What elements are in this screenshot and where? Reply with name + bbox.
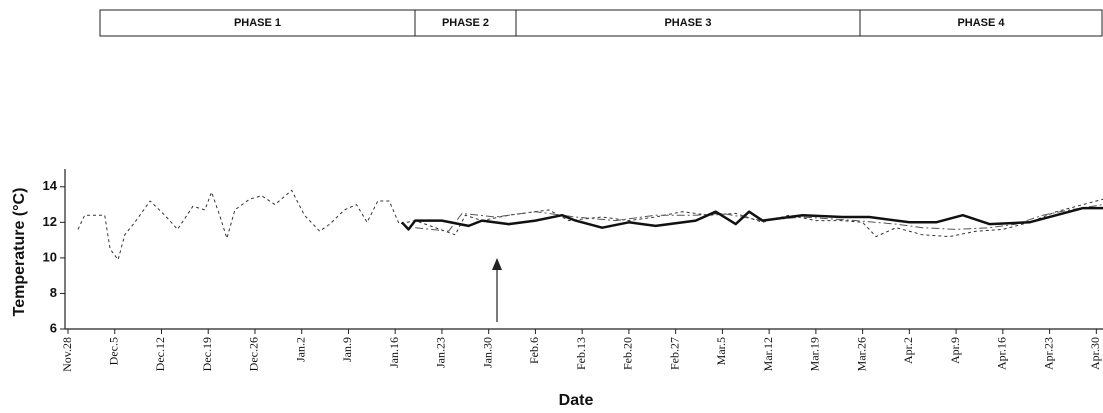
x-axis-label: Date <box>559 392 594 409</box>
phase-box <box>859 9 1103 37</box>
x-tick-label: Apr.16 <box>995 337 1009 370</box>
y-axis-label: Temperature (°C) <box>11 188 28 317</box>
x-tick-label: Apr.23 <box>1041 337 1055 370</box>
y-tick-label: 12 <box>43 214 57 229</box>
phase-label: PHASE 3 <box>664 17 711 29</box>
phase-label: PHASE 1 <box>234 17 281 29</box>
x-tick-label: Jan.23 <box>434 337 448 368</box>
x-tick-label: Apr.9 <box>948 337 962 364</box>
x-tick-label: Dec.12 <box>153 337 167 371</box>
x-tick-label: Dec.19 <box>200 337 214 371</box>
x-tick-label: Mar.5 <box>714 337 728 365</box>
x-tick-label: Apr.2 <box>901 337 915 364</box>
y-tick-label: 8 <box>50 285 57 300</box>
x-tick-label: Jan.9 <box>340 337 354 362</box>
x-tick-label: Jan.16 <box>387 337 401 368</box>
x-tick-label: Jan.2 <box>293 337 307 362</box>
x-tick-label: Dec.26 <box>247 337 261 371</box>
x-tick-label: Dec.5 <box>106 337 120 365</box>
phase-label: PHASE 2 <box>442 17 489 29</box>
y-tick-label: 14 <box>43 178 58 193</box>
y-tick-label: 10 <box>43 249 57 264</box>
x-tick-label: Mar.12 <box>761 337 775 371</box>
arrow-head <box>492 258 502 270</box>
x-tick-label: Nov.28 <box>60 337 74 372</box>
x-tick-label: Jan.30 <box>480 337 494 368</box>
x-tick-label: Mar.26 <box>854 337 868 371</box>
x-tick-label: Feb.27 <box>667 337 681 370</box>
x-tick-label: Apr.30 <box>1088 337 1102 370</box>
x-tick-label: Feb.6 <box>527 337 541 364</box>
x-tick-label: Mar.19 <box>808 337 822 371</box>
phase-label: PHASE 4 <box>957 17 1005 29</box>
x-tick-label: Feb.13 <box>574 337 588 370</box>
y-tick-label: 6 <box>50 320 57 335</box>
temperature-line <box>400 206 1103 231</box>
x-tick-label: Feb.20 <box>621 337 635 370</box>
